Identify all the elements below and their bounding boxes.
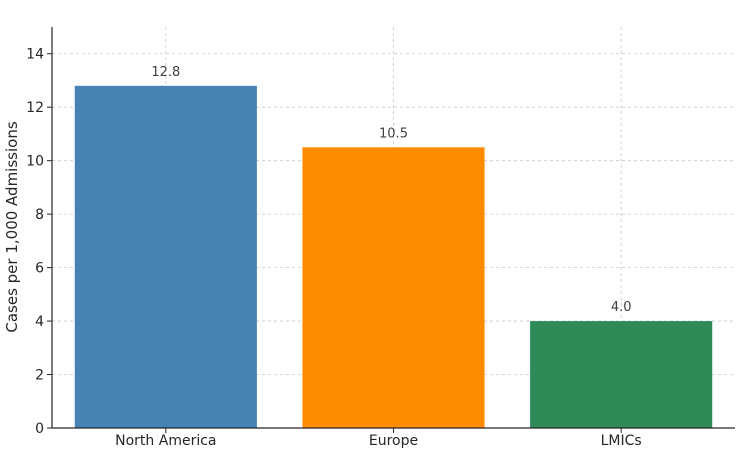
x-tick-label: North America <box>115 433 216 449</box>
y-tick-label: 0 <box>35 421 44 437</box>
bar-value-labels: 12.8 10.5 4.0 <box>151 65 631 315</box>
bars <box>74 85 713 429</box>
y-tick-label: 4 <box>35 314 44 330</box>
y-axis-label: Cases per 1,000 Admissions <box>3 121 21 332</box>
bar-value-label: 10.5 <box>379 126 408 141</box>
bar <box>302 147 485 429</box>
bar-value-label: 12.8 <box>151 65 180 80</box>
bar <box>530 321 713 428</box>
y-tick-label: 12 <box>26 100 44 116</box>
bar <box>74 85 257 429</box>
x-tick-label: LMICs <box>601 433 642 449</box>
bar-value-label: 4.0 <box>611 300 632 315</box>
y-tick-label: 14 <box>26 47 44 63</box>
y-tick-label: 2 <box>35 368 44 384</box>
y-axis-ticks: 0 2 4 6 8 10 12 14 <box>26 47 52 437</box>
x-tick-label: Europe <box>369 433 418 449</box>
y-tick-label: 10 <box>26 154 44 170</box>
x-axis-ticks: North America Europe LMICs <box>115 428 642 449</box>
y-tick-label: 8 <box>35 207 44 223</box>
y-tick-label: 6 <box>35 261 44 277</box>
